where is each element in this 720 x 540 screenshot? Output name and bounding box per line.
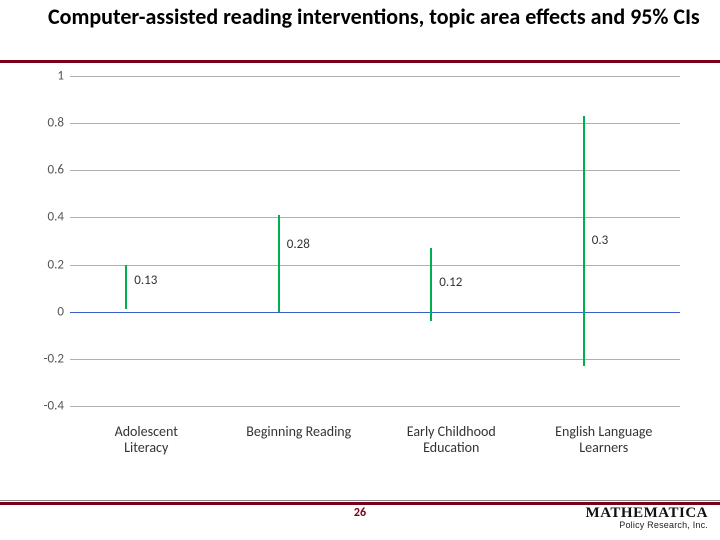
x-category-label: AdolescentLiteracy — [70, 424, 222, 456]
title-block: Computer-assisted reading interventions,… — [48, 4, 700, 29]
brand-subtitle: Policy Research, Inc. — [586, 521, 708, 530]
y-tick-label: 0.6 — [48, 163, 64, 178]
y-tick-label: 0.8 — [48, 116, 64, 131]
brand-block: MATHEMATICA Policy Research, Inc. — [586, 506, 708, 530]
ci-line — [278, 215, 280, 312]
point-label: 0.28 — [287, 237, 310, 252]
slide-title: Computer-assisted reading interventions,… — [48, 4, 700, 29]
y-tick-label: -0.2 — [44, 351, 64, 366]
gridline — [70, 312, 680, 314]
point-label: 0.3 — [592, 233, 608, 248]
gridline — [70, 265, 680, 266]
gridline — [70, 217, 680, 218]
footer-rule-thin — [0, 500, 720, 501]
ci-line — [583, 116, 585, 366]
point-label: 0.13 — [134, 273, 157, 288]
title-underline — [0, 60, 720, 63]
ci-line — [125, 265, 127, 310]
y-tick-label: -0.4 — [44, 399, 64, 414]
x-category-label: English LanguageLearners — [528, 424, 680, 456]
gridline — [70, 359, 680, 360]
gridline — [70, 123, 680, 124]
gridline — [70, 406, 680, 407]
gridline — [70, 76, 680, 77]
plot: -0.4-0.200.20.40.60.810.130.280.120.3 — [70, 76, 680, 406]
y-tick-label: 0.4 — [48, 210, 64, 225]
x-category-label: Beginning Reading — [223, 424, 375, 440]
footer: 26 MATHEMATICA Policy Research, Inc. — [0, 500, 720, 540]
gridline — [70, 170, 680, 171]
y-tick-label: 0.2 — [48, 257, 64, 272]
y-tick-label: 0 — [57, 304, 64, 319]
ci-line — [430, 248, 432, 321]
x-category-label: Early ChildhoodEducation — [375, 424, 527, 456]
y-tick-label: 1 — [57, 69, 64, 84]
slide: Computer-assisted reading interventions,… — [0, 0, 720, 540]
point-label: 0.12 — [439, 275, 462, 290]
chart-area: -0.4 -0.2 0 0.2 0.4 0.6 0.8 1 0.13 0.28 0.12 0.3 Ad… — [10, 64, 710, 484]
brand-name: MATHEMATICA — [586, 506, 708, 521]
